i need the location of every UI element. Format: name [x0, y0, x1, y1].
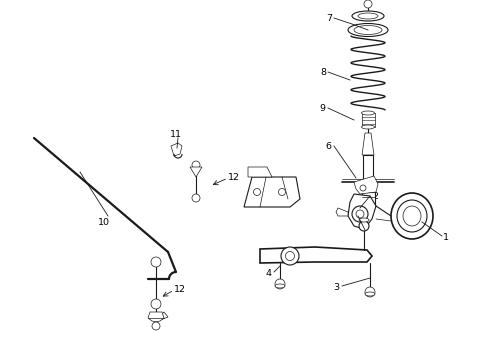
Ellipse shape	[397, 200, 427, 232]
Text: 12: 12	[174, 284, 186, 293]
Ellipse shape	[278, 189, 286, 195]
Polygon shape	[244, 177, 300, 207]
Ellipse shape	[365, 292, 375, 296]
Ellipse shape	[356, 210, 364, 218]
Text: 5: 5	[350, 212, 356, 220]
Text: 8: 8	[320, 68, 326, 77]
Ellipse shape	[360, 185, 366, 191]
Polygon shape	[148, 312, 164, 322]
Ellipse shape	[275, 284, 285, 288]
Polygon shape	[354, 176, 378, 194]
Polygon shape	[171, 143, 182, 156]
Text: 1: 1	[443, 234, 449, 243]
Ellipse shape	[275, 279, 285, 289]
Text: 2: 2	[372, 192, 378, 201]
Ellipse shape	[192, 161, 200, 169]
Ellipse shape	[358, 13, 378, 19]
Ellipse shape	[151, 257, 161, 267]
Ellipse shape	[151, 299, 161, 309]
Polygon shape	[155, 312, 168, 322]
Polygon shape	[190, 167, 202, 177]
Ellipse shape	[403, 206, 421, 226]
Ellipse shape	[364, 0, 372, 8]
Text: 4: 4	[265, 269, 271, 278]
Polygon shape	[362, 133, 374, 155]
Ellipse shape	[253, 189, 261, 195]
Text: 10: 10	[98, 217, 110, 226]
Text: 11: 11	[170, 130, 182, 139]
Ellipse shape	[286, 252, 294, 261]
FancyBboxPatch shape	[363, 155, 373, 192]
Text: 7: 7	[326, 14, 332, 23]
Ellipse shape	[352, 11, 384, 21]
Text: 12: 12	[228, 172, 240, 181]
Ellipse shape	[152, 322, 160, 330]
Text: 9: 9	[319, 104, 325, 112]
Ellipse shape	[281, 247, 299, 265]
Polygon shape	[260, 247, 372, 263]
Ellipse shape	[362, 111, 374, 115]
Ellipse shape	[365, 287, 375, 297]
Ellipse shape	[348, 23, 388, 36]
Ellipse shape	[359, 221, 369, 231]
Ellipse shape	[192, 194, 200, 202]
Ellipse shape	[352, 206, 368, 222]
Text: 3: 3	[333, 284, 339, 292]
Ellipse shape	[359, 218, 369, 222]
FancyBboxPatch shape	[362, 192, 374, 206]
Ellipse shape	[354, 26, 382, 35]
Polygon shape	[348, 194, 376, 229]
Polygon shape	[336, 208, 348, 216]
Polygon shape	[248, 167, 272, 177]
Ellipse shape	[362, 125, 374, 129]
Ellipse shape	[391, 193, 433, 239]
FancyBboxPatch shape	[362, 113, 374, 127]
Text: 6: 6	[325, 141, 331, 150]
